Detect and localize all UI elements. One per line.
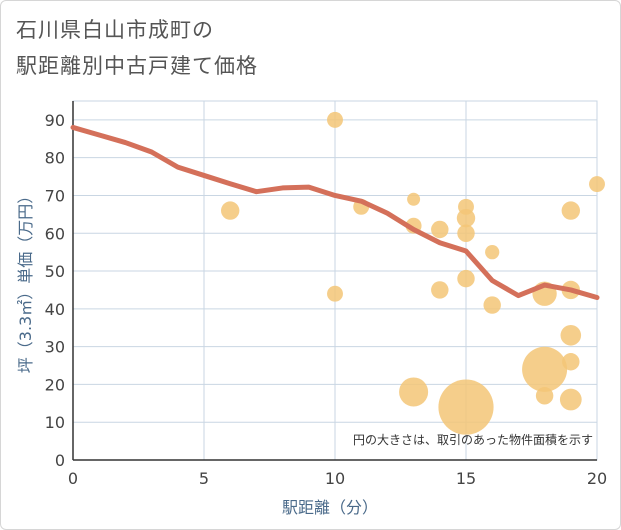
data-point — [438, 379, 494, 435]
y-tick-label: 0 — [55, 451, 65, 470]
y-tick-label: 50 — [45, 262, 65, 281]
y-tick-label: 10 — [45, 413, 65, 432]
y-tick-label: 90 — [45, 111, 65, 130]
bubble-size-note: 円の大きさは、取引のあった物件面積を示す — [353, 432, 593, 447]
chart-title-line-2: 駅距離別中古戸建て価格 — [16, 54, 258, 78]
data-point — [559, 388, 582, 411]
data-point — [399, 377, 429, 407]
chart-title-line-1: 石川県白山市成町の — [16, 18, 214, 42]
x-tick-label: 10 — [325, 469, 345, 488]
x-tick-label: 20 — [587, 469, 607, 488]
y-axis-label: 坪（3.3㎡）単価（万円） — [16, 188, 35, 373]
data-point — [561, 201, 580, 220]
data-point — [485, 245, 500, 260]
data-point — [535, 387, 554, 405]
data-point — [457, 269, 475, 288]
x-tick-label: 5 — [199, 469, 209, 488]
y-tick-label: 20 — [45, 375, 65, 394]
data-point — [589, 176, 605, 193]
data-point — [483, 296, 501, 314]
data-point — [457, 224, 475, 242]
data-point — [456, 208, 476, 228]
x-tick-label: 15 — [456, 469, 476, 488]
y-tick-label: 30 — [45, 338, 65, 357]
data-point — [407, 192, 421, 206]
data-point — [522, 346, 568, 392]
x-tick-label: 0 — [68, 469, 78, 488]
data-point — [560, 325, 582, 346]
data-point — [221, 201, 240, 220]
data-point — [431, 220, 449, 239]
trend-line — [70, 124, 600, 301]
y-tick-label: 40 — [45, 300, 65, 319]
data-point — [562, 353, 580, 371]
y-tick-label: 70 — [45, 186, 65, 205]
data-point — [327, 111, 343, 128]
data-point — [327, 285, 343, 302]
y-tick-label: 80 — [45, 149, 65, 168]
data-point — [431, 281, 449, 299]
y-tick-label: 60 — [45, 224, 65, 243]
x-axis-label: 駅距離（分） — [282, 498, 378, 517]
